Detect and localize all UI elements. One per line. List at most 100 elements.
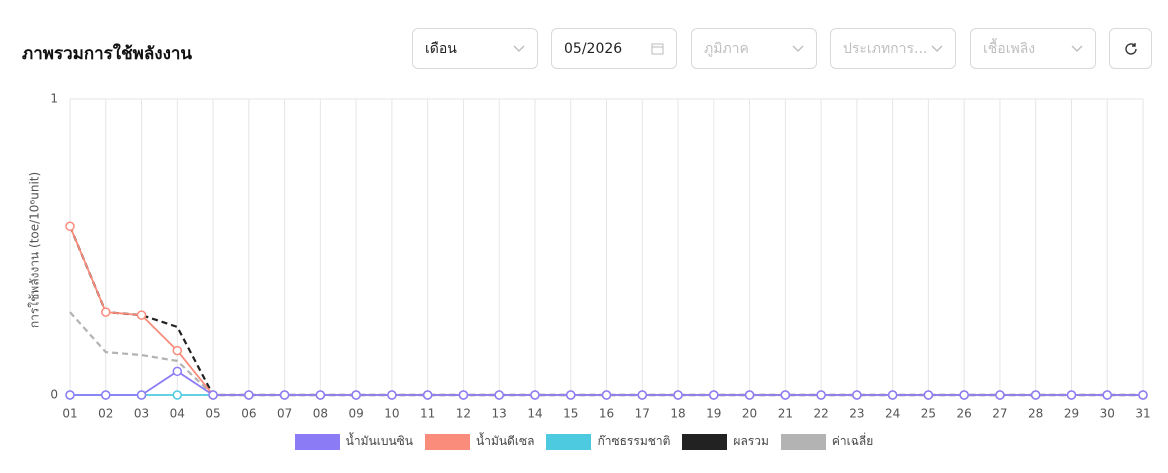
date-value: 05/2026: [564, 40, 623, 57]
date-picker[interactable]: 05/2026: [551, 28, 677, 69]
legend-swatch: [682, 433, 728, 450]
point: [780, 390, 791, 400]
fuel-placeholder: เชื้อเพลิง: [983, 40, 1036, 57]
x-tick-label: 28: [1028, 407, 1043, 421]
point: [673, 390, 683, 400]
y-axis-label: การใช้พลังงาน (toe/10⁶unit): [28, 172, 42, 328]
point: [637, 390, 648, 400]
x-tick-label: 04: [170, 407, 185, 421]
legend-item[interactable]: ก๊าซธรรมชาติ: [546, 432, 670, 451]
y-tick-label: 0: [50, 388, 58, 402]
x-tick-label: 22: [813, 407, 828, 421]
refresh-button[interactable]: [1109, 28, 1152, 69]
legend-item[interactable]: น้ำมันดีเซล: [425, 432, 534, 451]
point: [887, 390, 898, 400]
point: [244, 390, 254, 400]
point: [852, 390, 862, 400]
point: [65, 390, 75, 400]
legend: น้ำมันเบนซิน น้ำมันดีเซล ก๊าซธรรมชาติ ผลรวม…: [0, 432, 1168, 451]
x-tick-label: 16: [599, 407, 614, 421]
point: [279, 390, 290, 400]
legend-swatch: [546, 433, 592, 450]
point: [208, 390, 218, 400]
legend-item[interactable]: น้ำมันเบนซิน: [294, 432, 413, 451]
point: [458, 390, 469, 400]
x-tick-label: 08: [313, 407, 328, 421]
legend-label: น้ำมันดีเซล: [476, 434, 535, 448]
point: [172, 390, 183, 400]
y-tick-label: 1: [50, 92, 58, 106]
fuel-select[interactable]: เชื้อเพลิง: [970, 28, 1096, 69]
x-tick-label: 10: [384, 407, 399, 421]
x-tick-label: 24: [885, 407, 900, 421]
chevron: [1071, 45, 1083, 52]
legend-label: ก๊าซธรรมชาติ: [597, 434, 671, 448]
legend-label: ผลรวม: [733, 434, 769, 448]
point: [422, 390, 433, 400]
point: [136, 310, 147, 320]
point: [1030, 390, 1041, 400]
period-select[interactable]: เดือน: [412, 28, 538, 69]
point: [101, 390, 111, 400]
point: [709, 390, 719, 400]
legend-item[interactable]: ผลรวม: [682, 432, 769, 451]
x-tick-label: 20: [742, 407, 757, 421]
point: [744, 390, 755, 400]
point: [816, 390, 826, 400]
legend-item[interactable]: ค่าเฉลี่ย: [780, 432, 874, 451]
point: [923, 390, 934, 400]
chevron: [513, 45, 525, 52]
x-tick-label: 03: [134, 407, 149, 421]
x-tick-label: 12: [456, 407, 471, 421]
legend-label: น้ำมันเบนซิน: [345, 434, 413, 448]
x-tick-label: 27: [992, 407, 1007, 421]
x-tick-label: 11: [420, 407, 435, 421]
point: [530, 390, 540, 400]
x-tick-label: 29: [1064, 407, 1079, 421]
legend-swatch: [780, 433, 826, 450]
x-tick-label: 14: [527, 407, 542, 421]
calendar-icon: [651, 43, 664, 55]
point: [601, 390, 612, 400]
x-tick-label: 26: [957, 407, 972, 421]
region-select[interactable]: ภูมิภาค: [691, 28, 817, 69]
point: [387, 390, 397, 400]
point: [995, 390, 1005, 400]
chevron: [931, 45, 943, 52]
x-tick-label: 19: [706, 407, 721, 421]
x-tick-label: 15: [563, 407, 578, 421]
point: [172, 366, 183, 377]
region-placeholder: ภูมิภาค: [704, 40, 749, 57]
point: [65, 221, 75, 232]
point: [1102, 390, 1112, 400]
page-title: ภาพรวมการใช้พลังงาน: [22, 44, 193, 64]
point: [1138, 390, 1148, 400]
x-tick-label: 13: [492, 407, 507, 421]
x-tick-label: 06: [241, 407, 256, 421]
chevron: [792, 45, 804, 52]
legend-swatch: [425, 433, 470, 450]
period-value: เดือน: [425, 40, 457, 57]
x-tick-label: 17: [635, 407, 650, 421]
point: [351, 390, 361, 400]
x-tick-label: 02: [98, 407, 113, 421]
point: [959, 390, 969, 400]
x-tick-label: 21: [778, 407, 793, 421]
point: [565, 390, 576, 400]
x-tick-label: 05: [205, 407, 220, 421]
x-tick-label: 07: [277, 407, 292, 421]
point: [1066, 390, 1077, 400]
legend-label: ค่าเฉลี่ย: [831, 434, 874, 448]
x-tick-label: 23: [849, 407, 864, 421]
x-tick-label: 30: [1100, 407, 1115, 421]
point: [172, 345, 183, 356]
point: [315, 390, 326, 400]
legend-swatch: [294, 433, 340, 450]
x-tick-label: 18: [670, 407, 685, 421]
x-tick-label: 01: [62, 407, 77, 421]
category-select[interactable]: ประเภทการ...: [830, 28, 956, 69]
point: [136, 390, 147, 400]
point: [494, 390, 504, 400]
